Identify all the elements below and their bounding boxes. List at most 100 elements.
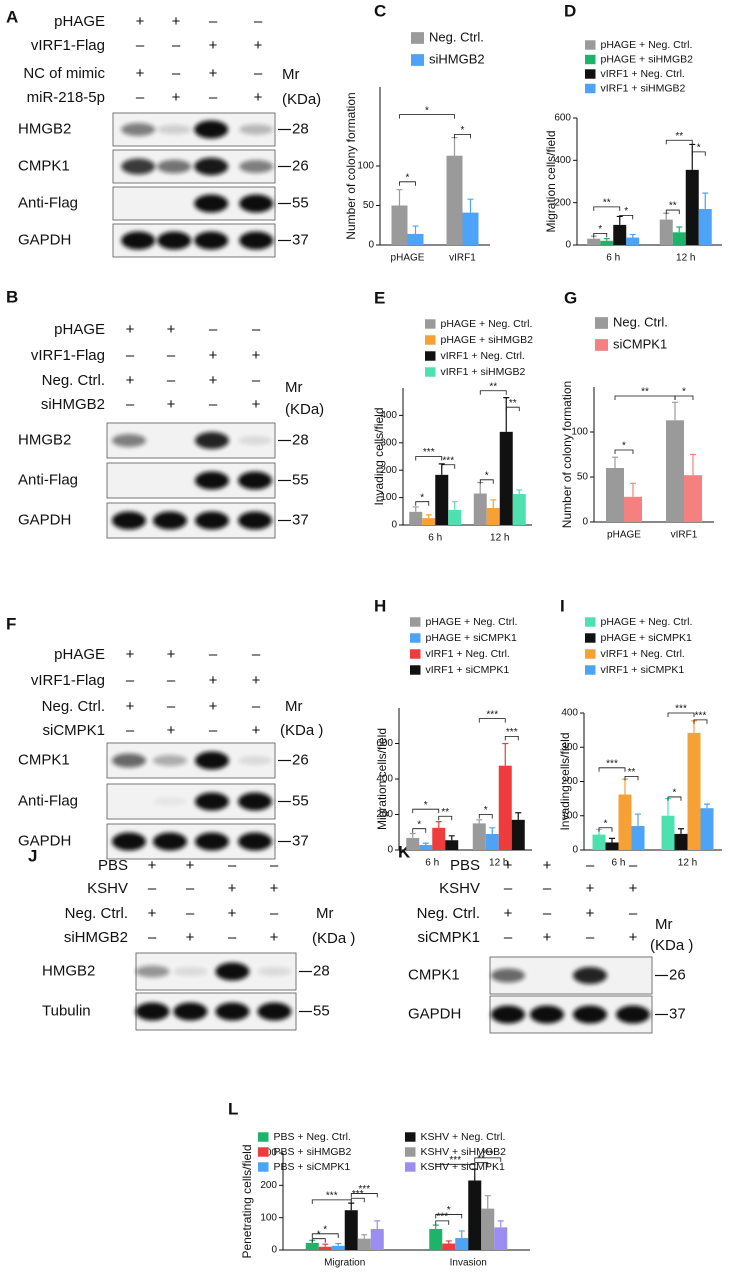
condition-label: Neg. Ctrl. <box>42 372 105 389</box>
blot-band <box>194 194 229 213</box>
y-tick-label: 300 <box>260 1148 277 1159</box>
condition-sign: – <box>136 37 145 54</box>
significance-label: ** <box>641 387 649 398</box>
significance-bracket <box>665 139 693 145</box>
significance-bracket <box>598 827 613 832</box>
blot-band <box>215 1002 250 1021</box>
band-label: Anti-Flag <box>18 471 78 488</box>
error-bar <box>497 1220 504 1228</box>
kda-label: (KDa ) <box>280 722 323 739</box>
significance-label: ** <box>669 201 677 212</box>
legend-swatch <box>410 665 421 675</box>
bar <box>605 842 619 850</box>
band-label: Anti-Flag <box>18 194 78 211</box>
condition-label: siCMPK1 <box>417 929 480 946</box>
error-bar <box>515 812 522 820</box>
error-bar <box>603 238 610 241</box>
error-bar <box>689 143 696 170</box>
condition-sign: + <box>209 372 218 389</box>
y-axis-label: Migration cells/field <box>375 728 389 830</box>
mr-label: Mr <box>285 379 303 396</box>
panel-label: L <box>228 1099 238 1118</box>
y-tick-label: 200 <box>260 1180 277 1191</box>
condition-sign: + <box>209 698 218 715</box>
condition-sign: – <box>172 37 181 54</box>
y-tick-label: 0 <box>565 240 571 251</box>
condition-sign: – <box>186 880 195 897</box>
significance-label: * <box>673 788 677 799</box>
blot-band <box>112 434 146 447</box>
condition-sign: + <box>209 672 218 689</box>
legend-swatch <box>585 617 596 627</box>
error-bar <box>348 1202 355 1211</box>
condition-sign: – <box>148 929 157 946</box>
bar <box>448 509 462 525</box>
bar <box>462 212 479 245</box>
y-tick-label: 0 <box>368 240 374 251</box>
legend-label: vIRF1 + siCMPK1 <box>426 664 510 676</box>
condition-sign: – <box>586 929 595 946</box>
legend-label: KSHV + siCMPK1 <box>421 1161 505 1173</box>
condition-sign: + <box>270 929 279 946</box>
blot-band <box>153 797 187 806</box>
condition-sign: + <box>126 372 135 389</box>
y-tick-label: 50 <box>577 472 589 483</box>
band-label: HMGB2 <box>18 120 71 137</box>
condition-sign: + <box>586 880 595 897</box>
condition-sign: + <box>172 13 181 30</box>
x-tick-label: vIRF1 <box>449 253 476 264</box>
legend-swatch <box>425 351 436 361</box>
legend-label: vIRF1 + Neg. Ctrl. <box>601 68 685 80</box>
significance-label: *** <box>606 758 618 769</box>
error-bar <box>361 1234 368 1239</box>
significance-bracket <box>474 1162 489 1167</box>
significance-label: *** <box>449 1155 461 1166</box>
mr-label: Mr <box>316 905 334 922</box>
y-tick-label: 100 <box>571 427 588 438</box>
condition-label: PBS <box>98 857 128 874</box>
blot-band <box>257 1002 292 1021</box>
y-tick-label: 400 <box>561 708 578 719</box>
blot-band <box>239 231 274 250</box>
significance-label: * <box>624 206 628 217</box>
condition-sign: – <box>209 396 218 413</box>
condition-sign: + <box>252 347 261 364</box>
mr-label: Mr <box>285 698 303 715</box>
bar <box>674 833 688 850</box>
bar <box>498 765 512 850</box>
significance-label: *** <box>675 704 687 715</box>
condition-sign: – <box>252 698 261 715</box>
bar <box>442 1243 456 1250</box>
significance-label: * <box>682 387 686 398</box>
legend-label: pHAGE + siHMGB2 <box>601 53 694 65</box>
legend-swatch <box>258 1162 269 1172</box>
condition-sign: + <box>228 880 237 897</box>
panel-label: G <box>564 288 577 307</box>
bar <box>422 518 436 525</box>
significance-bracket <box>691 151 706 156</box>
y-tick-label: 600 <box>376 738 393 749</box>
significance-bracket <box>438 815 453 821</box>
y-tick-label: 0 <box>387 845 393 856</box>
condition-label: Neg. Ctrl. <box>65 905 128 922</box>
bar <box>587 238 601 245</box>
legend-label: pHAGE + Neg. Ctrl. <box>426 616 518 628</box>
marker-size: 55 <box>313 1002 330 1019</box>
kda-label: (KDa) <box>285 401 324 418</box>
blot-band <box>121 231 156 250</box>
significance-label: ** <box>628 767 636 778</box>
condition-sign: – <box>504 929 513 946</box>
blot-band <box>153 832 187 851</box>
panel-label: A <box>6 7 18 26</box>
bar <box>419 845 433 850</box>
legend-swatch <box>595 317 608 329</box>
significance-bracket <box>415 456 443 461</box>
condition-sign: + <box>209 65 218 82</box>
mr-label: Mr <box>655 916 673 933</box>
condition-sign: + <box>543 857 552 874</box>
condition-sign: + <box>126 698 135 715</box>
bar <box>486 508 500 525</box>
significance-bracket <box>614 449 634 454</box>
bar <box>672 232 686 245</box>
blot-band <box>112 753 146 768</box>
